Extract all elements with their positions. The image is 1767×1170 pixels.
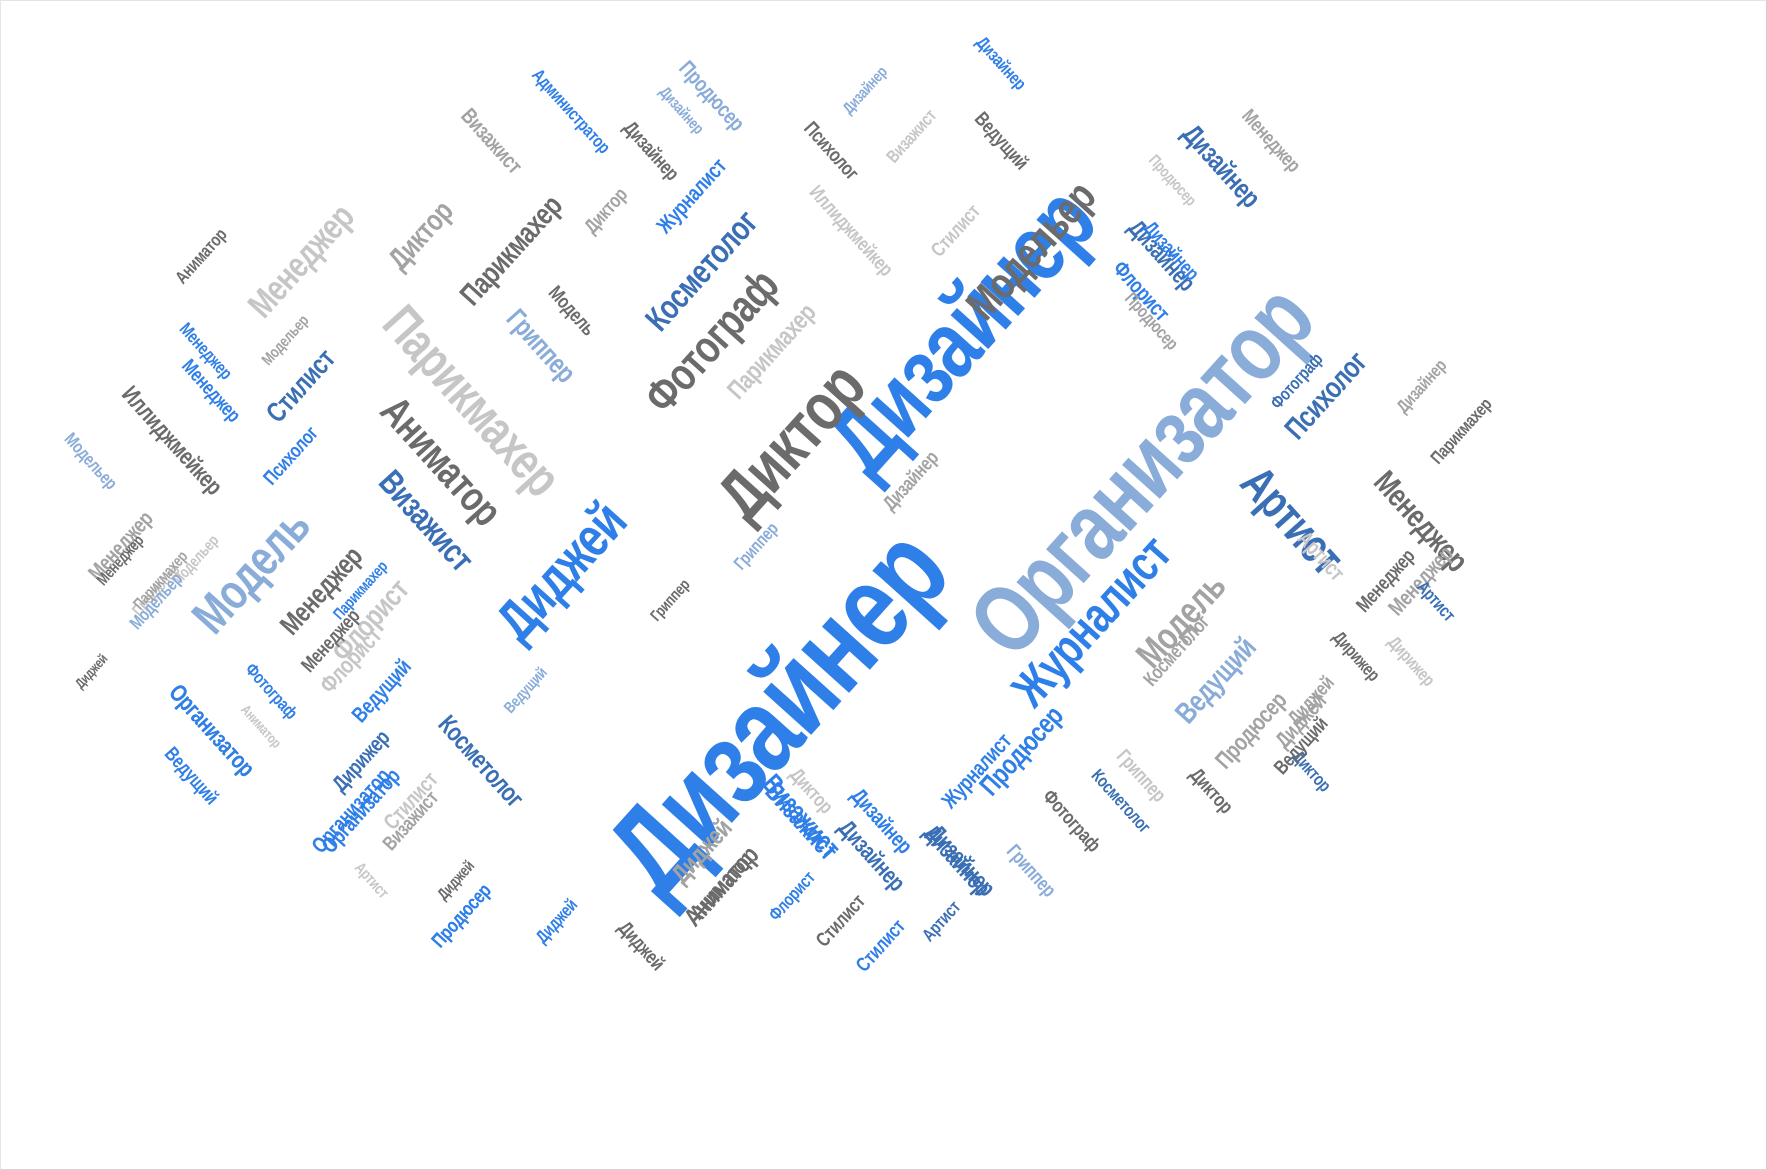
word-parikmaher: Парикмахер bbox=[1426, 394, 1496, 468]
word-dizayner: Дизайнер bbox=[1391, 355, 1450, 417]
word-vizazhist: Визажист bbox=[881, 105, 940, 167]
word-dizayner: Дизайнер bbox=[618, 117, 684, 185]
word-dirizher: Дирижер bbox=[1383, 632, 1439, 690]
word-gripper: Гриппер bbox=[647, 576, 694, 625]
word-stilist: Стилист bbox=[811, 890, 870, 952]
word-fotograf: Фотограф bbox=[1037, 785, 1105, 857]
word-stilist: Стилист bbox=[851, 915, 910, 977]
word-didzhey: Диджей bbox=[531, 894, 581, 948]
word-prodyuser: Продюсер bbox=[1144, 151, 1199, 210]
word-dizayner: Дизайнер bbox=[579, 503, 973, 919]
word-menedzher: Менеджер bbox=[239, 195, 362, 326]
word-administrator: Администратор bbox=[528, 64, 615, 158]
word-psiholog: Психолог bbox=[259, 422, 323, 490]
word-artist: Артист bbox=[917, 896, 965, 946]
word-didzhey: Диджей bbox=[71, 650, 111, 692]
word-model: Модель bbox=[543, 281, 599, 341]
word-vizazhist: Визажист bbox=[455, 103, 527, 179]
word-dizayner: Дизайнер bbox=[839, 63, 891, 118]
word-dizayner: Дизайнер bbox=[917, 819, 996, 902]
word-veduschiy: Ведущий bbox=[159, 743, 223, 809]
word-animator: Аниматор bbox=[171, 224, 231, 288]
word-dizayner: Дизайнер bbox=[971, 32, 1030, 94]
word-veduschiy: Ведущий bbox=[969, 108, 1033, 174]
word-modeler: Модельер bbox=[60, 428, 122, 494]
word-artist: Артист bbox=[1412, 576, 1460, 626]
word-diktor: Диктор bbox=[580, 183, 633, 239]
word-didzhey: Диджей bbox=[482, 489, 639, 652]
word-veduschiy: Ведущий bbox=[500, 664, 551, 717]
word-kosmetolog: Косметолог bbox=[431, 709, 530, 813]
word-dirizher: Дирижер bbox=[1328, 627, 1384, 685]
word-artist: Артист bbox=[350, 859, 392, 902]
word-diktor: Диктор bbox=[381, 195, 460, 277]
word-psiholog: Психолог bbox=[799, 117, 863, 185]
word-florist: Флорист bbox=[764, 867, 819, 925]
word-menedzher: Менеджер bbox=[1237, 105, 1305, 177]
word-gripper: Гриппер bbox=[1001, 840, 1060, 902]
word-illidzhmeyker: Иллиджмейкер bbox=[804, 181, 898, 281]
word-didzhey: Диджей bbox=[613, 917, 669, 975]
